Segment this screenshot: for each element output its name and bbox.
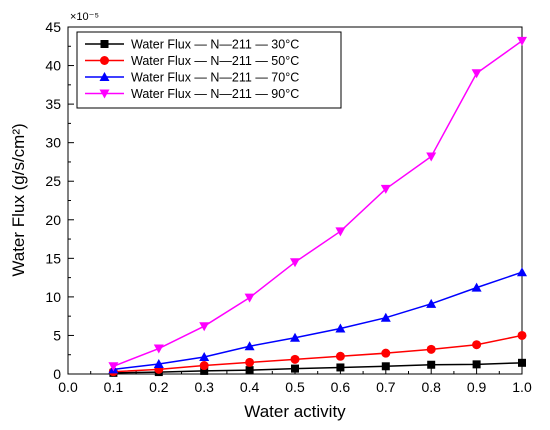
y-tick-label: 45	[45, 19, 61, 35]
data-point	[199, 322, 210, 332]
x-tick-label: 0.2	[149, 379, 169, 395]
series-line	[113, 362, 523, 374]
y-tick-label: 10	[45, 289, 61, 305]
x-axis: 0.0 0.1 0.2 0.3 0.4 0.5 0.6 0.7 0.8 0.9 1.0	[58, 368, 532, 395]
x-tick-label: 0.9	[467, 379, 487, 395]
legend: Water Flux — N—211 — 30°C Water Flux — N—…	[76, 31, 342, 109]
data-point	[380, 312, 391, 322]
legend-label: Water Flux — N—211 — 50°C	[131, 54, 299, 68]
data-point	[472, 340, 482, 350]
data-point	[426, 298, 437, 308]
data-point	[472, 360, 481, 369]
y-tick-label: 20	[45, 212, 61, 228]
y-axis: 0 5 10 15 20 25 30 35 40 45	[45, 19, 74, 382]
data-point	[200, 366, 209, 375]
x-tick-label: 1.0	[512, 379, 532, 395]
x-tick-label: 0.0	[58, 379, 78, 395]
data-point	[335, 227, 346, 237]
data-point	[380, 184, 391, 194]
data-point	[427, 360, 436, 369]
y-tick-label: 40	[45, 58, 61, 74]
y-tick-label: 35	[45, 96, 61, 112]
data-point	[471, 69, 482, 79]
series-line	[113, 334, 523, 373]
series-triangle-up	[108, 267, 527, 374]
series-layer	[108, 36, 527, 377]
data-point	[336, 363, 345, 372]
x-tick-label: 0.1	[104, 379, 124, 395]
data-point	[471, 282, 482, 292]
data-point	[245, 366, 254, 375]
y-tick-label: 30	[45, 135, 61, 151]
x-tick-label: 0.8	[421, 379, 441, 395]
data-point	[426, 344, 436, 354]
data-point	[381, 348, 391, 358]
legend-marker	[99, 89, 110, 99]
legend-label: Water Flux — N—211 — 90°C	[131, 87, 299, 101]
x-tick-label: 0.7	[376, 379, 396, 395]
data-point	[517, 267, 527, 277]
data-point	[517, 36, 527, 46]
data-point	[244, 293, 255, 303]
data-point	[290, 332, 300, 342]
legend-marker	[99, 72, 110, 81]
series-line	[113, 40, 523, 367]
data-point	[290, 258, 300, 268]
data-point	[199, 361, 209, 371]
data-point	[291, 364, 299, 373]
x-tick-label: 0.6	[331, 379, 351, 395]
y-tick-label: 25	[45, 173, 61, 189]
legend-label: Water Flux — N—211 — 70°C	[131, 71, 299, 85]
y-tick-label: 15	[45, 250, 61, 266]
data-point	[335, 323, 346, 333]
series-line	[113, 271, 523, 371]
x-tick-label: 0.3	[194, 379, 214, 395]
data-point	[199, 352, 210, 362]
y-tick-label: 5	[53, 327, 61, 343]
data-point	[153, 358, 164, 368]
data-point	[153, 344, 164, 354]
series-triangle-down	[108, 36, 527, 372]
x-axis-title: Water activity	[244, 402, 346, 421]
x-tick-label: 0.4	[240, 379, 260, 395]
legend-marker	[100, 56, 109, 65]
data-point	[290, 354, 300, 364]
y-multiplier-label: ×10⁻⁵	[70, 11, 99, 23]
x-tick-label: 0.5	[285, 379, 305, 395]
data-point	[245, 357, 255, 367]
data-point	[518, 358, 526, 367]
y-axis-title: Water Flux (g/s/cm²)	[9, 123, 28, 276]
data-point	[244, 341, 255, 351]
data-point	[108, 362, 119, 372]
legend-label: Water Flux — N—211 — 30°C	[131, 38, 299, 52]
data-point	[381, 362, 390, 371]
data-point	[335, 351, 345, 361]
legend-marker	[100, 40, 109, 48]
data-point	[426, 152, 437, 162]
data-point	[517, 330, 527, 340]
y-tick-label: 0	[53, 366, 61, 382]
